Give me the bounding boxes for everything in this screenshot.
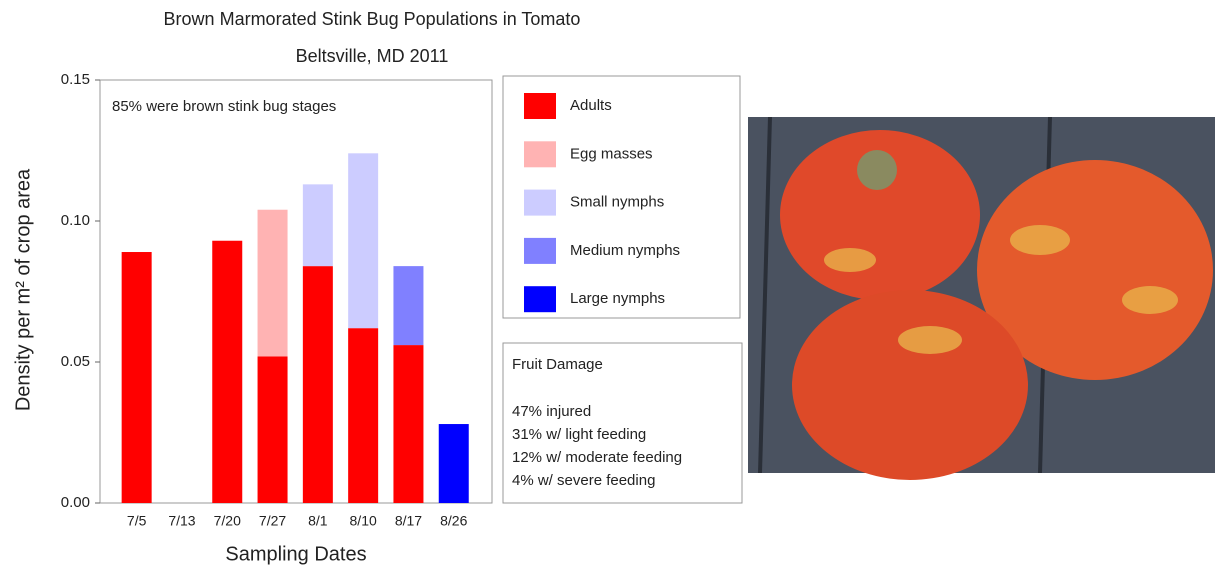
x-tick-label: 8/1 — [308, 513, 328, 529]
legend-box — [502, 75, 741, 319]
legend-swatch — [524, 189, 556, 216]
legend-swatch — [524, 286, 556, 313]
bar-segment — [438, 424, 469, 503]
bar-segment — [302, 266, 333, 503]
photo-seam — [758, 116, 772, 474]
x-tick-label: 7/27 — [259, 513, 286, 529]
damage-title: Fruit Damage — [512, 356, 603, 373]
bar-segment — [257, 356, 288, 503]
damage-box — [502, 342, 743, 504]
tomato-spot — [1122, 286, 1178, 314]
bar-segment — [212, 240, 243, 504]
y-tick-label: 0.15 — [61, 71, 90, 88]
photo — [748, 116, 1215, 480]
y-axis-label: Density per m² of crop area — [12, 168, 34, 411]
tomato-stem — [857, 150, 897, 190]
annotation: 85% were brown stink bug stages — [112, 98, 336, 115]
tomato-spot — [898, 326, 962, 354]
plot-frame — [99, 79, 493, 504]
tomato-spot — [824, 248, 876, 272]
legend-label: Large nymphs — [570, 290, 665, 307]
y-tick-label: 0.10 — [61, 212, 90, 229]
bar-segment — [348, 153, 379, 329]
bar-segment — [393, 345, 424, 503]
x-tick-label: 8/17 — [395, 513, 422, 529]
legend-swatch — [524, 237, 556, 264]
x-tick-label: 8/10 — [350, 513, 377, 529]
chart-subtitle: Beltsville, MD 2011 — [296, 46, 449, 66]
bar-segment — [121, 252, 152, 503]
chart-title: Brown Marmorated Stink Bug Populations i… — [164, 9, 581, 29]
damage-line: 4% w/ severe feeding — [512, 472, 655, 489]
x-tick-label: 7/5 — [127, 513, 147, 529]
bar-segment — [257, 209, 288, 357]
x-tick-label: 7/20 — [214, 513, 241, 529]
legend-swatch — [524, 93, 556, 119]
legend-label: Medium nymphs — [570, 242, 680, 259]
tomato — [792, 290, 1028, 480]
x-tick-label: 8/26 — [440, 513, 467, 529]
y-tick-label: 0.05 — [61, 353, 90, 370]
x-tick-label: 7/13 — [168, 513, 195, 529]
y-tick-label: 0.00 — [61, 494, 90, 511]
damage-line: 31% w/ light feeding — [512, 426, 646, 443]
tomato — [977, 160, 1213, 380]
x-axis-label: Sampling Dates — [225, 543, 366, 565]
legend-label: Egg masses — [570, 145, 653, 162]
damage-line: 47% injured — [512, 403, 591, 420]
bar-segment — [393, 266, 424, 346]
damage-line: 12% w/ moderate feeding — [512, 449, 682, 466]
bar-segment — [302, 184, 333, 267]
legend-label: Adults — [570, 97, 612, 114]
bar-segment — [348, 328, 379, 503]
tomato-spot — [1010, 225, 1070, 255]
legend-swatch — [524, 141, 556, 168]
legend-label: Small nymphs — [570, 194, 664, 211]
